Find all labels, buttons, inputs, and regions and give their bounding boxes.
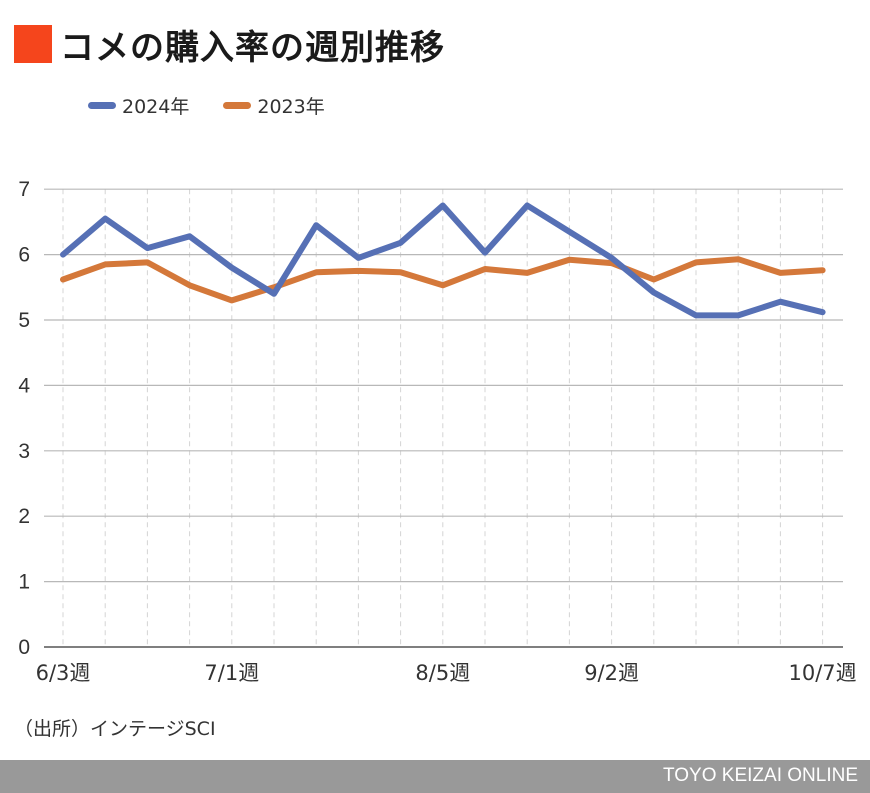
footer-bar: TOYO KEIZAI ONLINE: [0, 760, 870, 793]
y-tick-label: 7: [18, 178, 30, 201]
series-line-2024: [60, 202, 826, 319]
legend-item-2023: 2023年: [223, 92, 325, 119]
x-tick-label: 7/1週: [204, 661, 259, 685]
y-tick-label: 4: [18, 374, 30, 397]
line-chart: 0 1 2 3 4 5 6 7 6/3週 7/1週 8/5週 9/2週 10/7週: [18, 178, 857, 685]
y-tick-label: 6: [18, 244, 30, 267]
title-marker: [14, 25, 52, 63]
series-line-2023: [60, 256, 826, 304]
legend-label-2023: 2023年: [257, 96, 325, 118]
y-tick-label: 5: [18, 309, 30, 332]
legend-swatch-2023: [223, 102, 252, 109]
x-tick-label: 9/2週: [584, 661, 639, 685]
legend: 2024年 2023年: [88, 92, 359, 119]
legend-label-2024: 2024年: [122, 96, 190, 118]
legend-swatch-2024: [88, 102, 116, 109]
y-tick-label: 3: [18, 440, 30, 463]
chart-title: コメの購入率の週別推移: [60, 27, 445, 68]
source-note: （出所）インテージSCI: [14, 718, 216, 740]
legend-item-2024: 2024年: [88, 92, 189, 119]
x-tick-label: 10/7週: [789, 661, 857, 685]
y-tick-label: 1: [18, 571, 30, 594]
chart-title-block: コメの購入率の週別推移: [14, 22, 445, 68]
y-tick-label: 0: [18, 636, 30, 659]
y-tick-label: 2: [18, 505, 30, 528]
footer-brand: TOYO KEIZAI ONLINE: [663, 765, 858, 786]
x-tick-label: 8/5週: [415, 661, 470, 685]
x-tick-label: 6/3週: [36, 661, 91, 685]
